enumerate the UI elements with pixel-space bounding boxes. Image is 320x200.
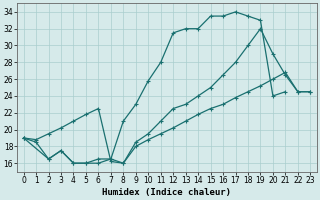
X-axis label: Humidex (Indice chaleur): Humidex (Indice chaleur) bbox=[102, 188, 231, 197]
